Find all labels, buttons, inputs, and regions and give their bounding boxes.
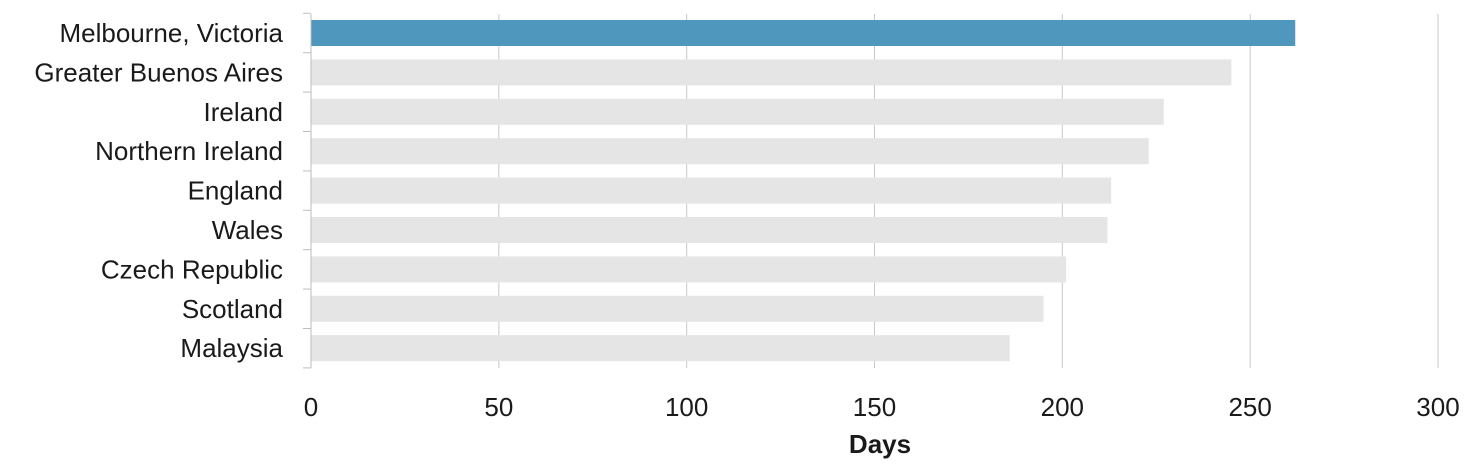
bar-ireland <box>311 98 1164 125</box>
category-label: Ireland <box>204 97 284 127</box>
bar-melbourne-victoria <box>311 20 1296 46</box>
bar-greater-buenos-aires <box>311 59 1232 86</box>
category-label: England <box>188 176 283 206</box>
bar-wales <box>311 217 1108 243</box>
category-label: Greater Buenos Aires <box>34 57 283 87</box>
category-label: Czech Republic <box>101 254 283 284</box>
x-tick-label: 50 <box>484 392 513 422</box>
bar-scotland <box>311 295 1044 322</box>
x-tick-label: 300 <box>1416 392 1459 422</box>
category-label: Malaysia <box>180 333 283 363</box>
x-tick-label: 150 <box>853 392 896 422</box>
category-label: Melbourne, Victoria <box>59 18 283 48</box>
bar-northern-ireland <box>311 138 1149 165</box>
x-tick-label: 0 <box>304 392 318 422</box>
category-labels: Melbourne, Victoria Greater Buenos Aires I… <box>34 18 283 363</box>
category-label: Scotland <box>182 294 283 324</box>
bar-england <box>311 177 1112 204</box>
bars <box>311 20 1296 362</box>
x-tick-label: 200 <box>1041 392 1084 422</box>
x-tick-labels: 0 50 100 150 200 250 300 <box>304 392 1460 422</box>
category-label: Northern Ireland <box>95 136 283 166</box>
category-label: Wales <box>212 215 283 245</box>
bar-czech-republic <box>311 256 1067 283</box>
x-tick-label: 250 <box>1228 392 1271 422</box>
bar-malaysia <box>311 335 1010 362</box>
x-axis-title: Days <box>849 429 911 459</box>
x-tick-label: 100 <box>665 392 708 422</box>
